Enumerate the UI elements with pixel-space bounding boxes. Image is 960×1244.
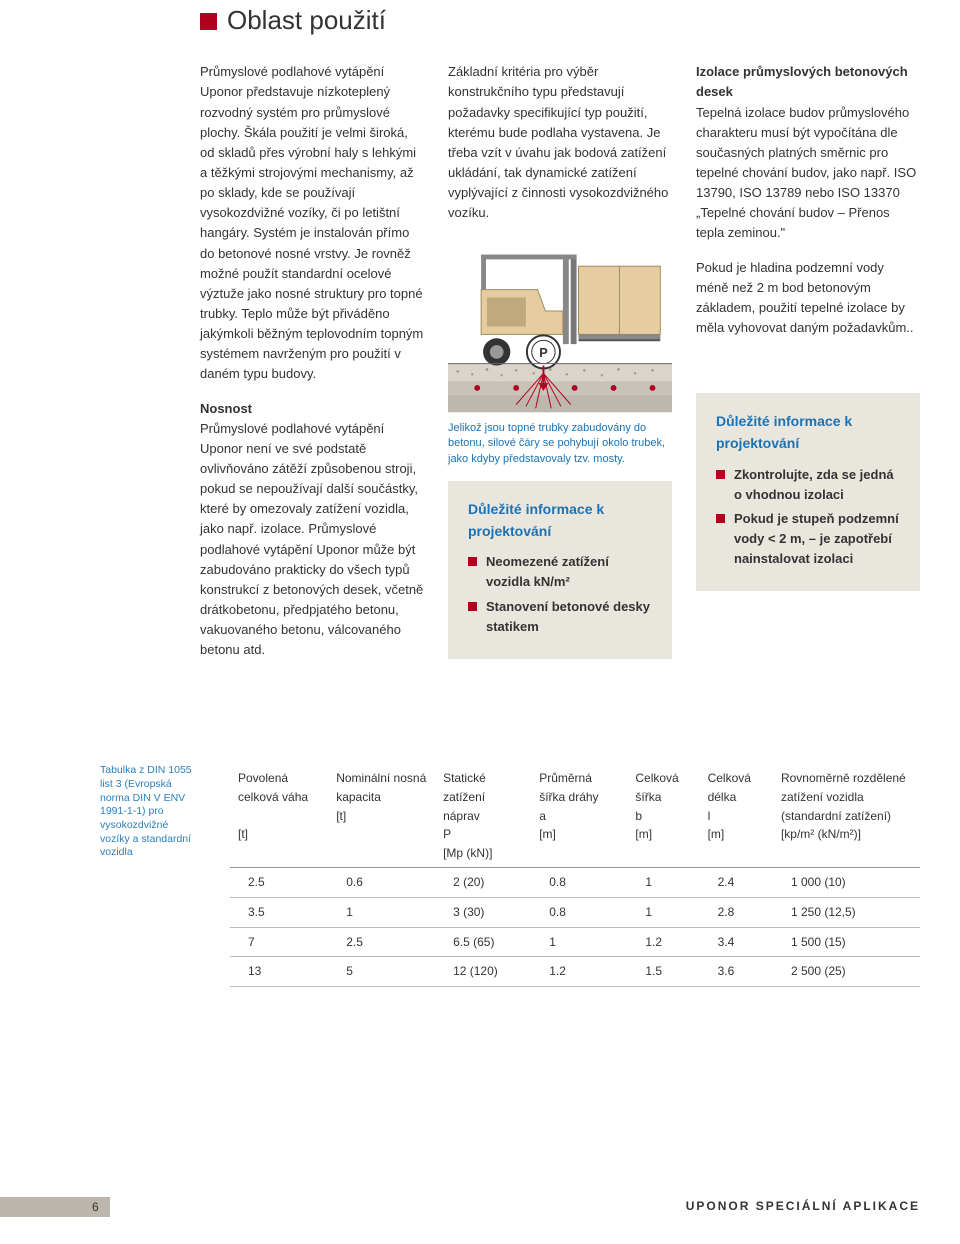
table-header-row: Povolená celková váha[t] Nominální nosná… xyxy=(230,764,920,867)
table-cell: 2.5 xyxy=(230,868,328,898)
table-cell: 13 xyxy=(230,957,328,987)
table-cell: 0.8 xyxy=(531,897,627,927)
table-cell: 1.2 xyxy=(531,957,627,987)
table-cell: 2.4 xyxy=(700,868,773,898)
table-cell: 3 (30) xyxy=(435,897,531,927)
table-col-header: Povolená celková váha[t] xyxy=(230,764,328,867)
table-col-header: Celková délkal[m] xyxy=(700,764,773,867)
table-cell: 2 (20) xyxy=(435,868,531,898)
table-col-header: Celková šířkab[m] xyxy=(627,764,699,867)
info-box-right-list: Zkontrolujte, zda se jedná o vhodnou izo… xyxy=(716,465,900,570)
table-row: 13512 (120)1.21.53.62 500 (25) xyxy=(230,957,920,987)
col3-heading: Izolace průmyslových betonových desek xyxy=(696,64,908,99)
info-box-left-title: Důležité informace k projektování xyxy=(468,499,652,542)
list-item: Pokud je stupeň podzemní vody < 2 m, – j… xyxy=(716,509,900,569)
table-cell: 3.4 xyxy=(700,927,773,957)
table-cell: 1 xyxy=(531,927,627,957)
table-cell: 2.8 xyxy=(700,897,773,927)
col2-para1: Základní kritéria pro výběr konstrukčníh… xyxy=(448,62,672,223)
list-item: Neomezené zatížení vozidla kN/m² xyxy=(468,552,652,592)
column-3: Izolace průmyslových betonových desek Te… xyxy=(696,62,920,674)
table-cell: 1 xyxy=(627,868,699,898)
table-cell: 1 500 (15) xyxy=(773,927,920,957)
table-cell: 2.5 xyxy=(328,927,435,957)
col1-para2: Průmyslové podlahové vytápění Uponor nen… xyxy=(200,421,423,658)
forklift-figure: P xyxy=(448,237,672,412)
table-col-header: Nominální nosná kapacita[t] xyxy=(328,764,435,867)
table-cell: 5 xyxy=(328,957,435,987)
list-item: Zkontrolujte, zda se jedná o vhodnou izo… xyxy=(716,465,900,505)
col3-para1: Tepelná izolace budov průmyslového chara… xyxy=(696,105,916,241)
info-box-right-title: Důležité informace k projektování xyxy=(716,411,900,454)
table-cell: 1 xyxy=(627,897,699,927)
table-col-header: Rovnoměrně rozdělené zatížení vozidla(st… xyxy=(773,764,920,867)
list-item: Stanovení betonové desky statikem xyxy=(468,597,652,637)
table-cell: 0.6 xyxy=(328,868,435,898)
table-cell: 1 250 (12,5) xyxy=(773,897,920,927)
table-source-note: Tabulka z DIN 1055 list 3 (Evropská norm… xyxy=(100,764,200,859)
col3-para2: Pokud je hladina podzemní vody méně než … xyxy=(696,258,920,339)
page-footer: 6 UPONOR SPECIÁLNÍ APLIKACE xyxy=(0,1197,960,1217)
table-cell: 6.5 (65) xyxy=(435,927,531,957)
svg-text:P: P xyxy=(539,346,548,360)
page-title: Oblast použití xyxy=(200,0,920,40)
footer-brand: UPONOR SPECIÁLNÍ APLIKACE xyxy=(686,1197,960,1216)
col1-subhead: Nosnost xyxy=(200,401,252,416)
table-cell: 2 500 (25) xyxy=(773,957,920,987)
title-text: Oblast použití xyxy=(227,5,386,35)
table-col-header: Průměrná šířka dráhya[m] xyxy=(531,764,627,867)
info-box-right: Důležité informace k projektování Zkontr… xyxy=(696,393,920,591)
figure-caption: Jelikož jsou topné trubky zabudovány do … xyxy=(448,421,672,467)
table-row: 2.50.62 (20)0.812.41 000 (10) xyxy=(230,868,920,898)
page-number: 6 xyxy=(0,1197,110,1217)
table-cell: 1.5 xyxy=(627,957,699,987)
title-marker-icon xyxy=(200,13,217,30)
column-2: Základní kritéria pro výběr konstrukčníh… xyxy=(448,62,672,674)
table-row: 3.513 (30)0.812.81 250 (12,5) xyxy=(230,897,920,927)
table-cell: 1 000 (10) xyxy=(773,868,920,898)
info-box-left-list: Neomezené zatížení vozidla kN/m² Stanove… xyxy=(468,552,652,637)
table-cell: 3.5 xyxy=(230,897,328,927)
table-row: 72.56.5 (65)11.23.41 500 (15) xyxy=(230,927,920,957)
table-cell: 1 xyxy=(328,897,435,927)
table-col-header: Statické zatížení nápravP[Mp (kN)] xyxy=(435,764,531,867)
info-box-left: Důležité informace k projektování Neomez… xyxy=(448,481,672,659)
col1-para1: Průmyslové podlahové vytápění Uponor pře… xyxy=(200,62,424,384)
table-cell: 7 xyxy=(230,927,328,957)
table-cell: 3.6 xyxy=(700,957,773,987)
table-cell: 0.8 xyxy=(531,868,627,898)
table-cell: 12 (120) xyxy=(435,957,531,987)
table-cell: 1.2 xyxy=(627,927,699,957)
column-1: Průmyslové podlahové vytápění Uponor pře… xyxy=(200,62,424,674)
load-table: Povolená celková váha[t] Nominální nosná… xyxy=(230,764,920,986)
